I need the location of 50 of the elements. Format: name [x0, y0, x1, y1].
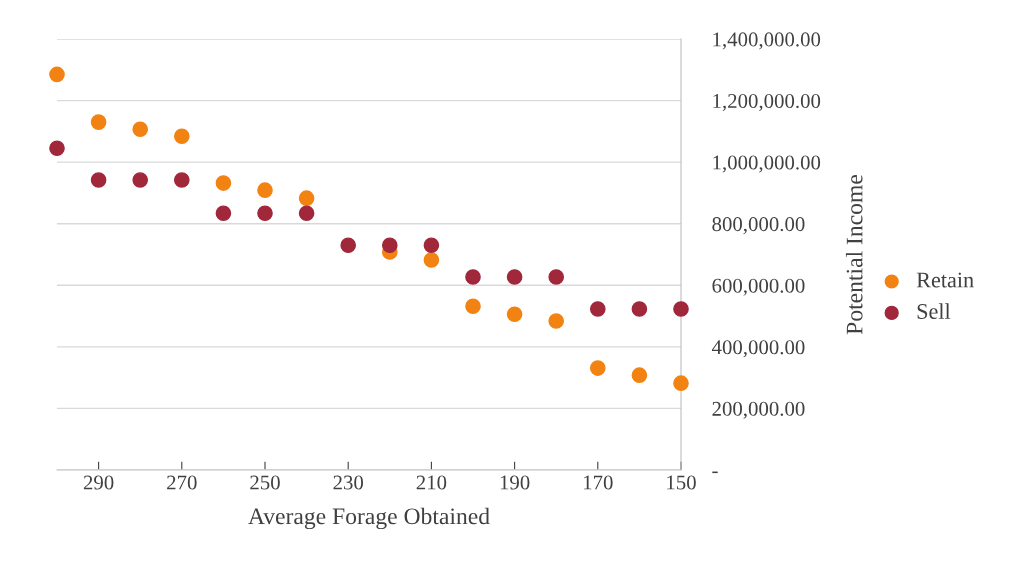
point — [90, 114, 107, 130]
x-tick-label: 190 — [500, 475, 530, 490]
point — [631, 367, 648, 383]
point — [173, 128, 190, 145]
point — [49, 140, 65, 157]
x-tick-label: 290 — [83, 475, 114, 490]
point — [673, 301, 689, 317]
point — [465, 269, 481, 285]
y-tick-label: - — [712, 471, 718, 474]
point — [215, 175, 232, 191]
y-tick-label: 600,000.00 — [712, 278, 805, 296]
point — [506, 306, 523, 323]
point — [506, 269, 523, 285]
legend-label: Retain — [916, 272, 974, 288]
point — [589, 301, 606, 317]
y-tick-label: 400,000.00 — [711, 340, 805, 358]
y-tick-label: 1,400,000.00 — [713, 32, 821, 50]
point — [257, 205, 273, 222]
point — [298, 205, 315, 222]
x-tick-label: 230 — [333, 475, 364, 490]
point — [465, 298, 481, 315]
x-axis-title: Average Forage Obtained — [248, 507, 490, 530]
point — [298, 190, 315, 206]
point — [631, 301, 648, 317]
point — [173, 172, 190, 188]
point — [215, 205, 232, 222]
point — [132, 121, 149, 138]
y-tick-label: 1,000,000.00 — [713, 155, 821, 173]
x-tick-label: 210 — [416, 475, 447, 490]
y-tick-label: 800,000.00 — [712, 217, 805, 235]
point — [423, 237, 440, 254]
point — [423, 252, 440, 268]
point — [548, 313, 565, 329]
point — [49, 66, 65, 83]
x-tick-label: 270 — [167, 475, 197, 490]
point — [589, 360, 606, 376]
point — [132, 172, 149, 188]
x-tick-label: 250 — [250, 475, 280, 490]
y-tick-label: 200,000.00 — [712, 401, 805, 419]
point — [673, 375, 689, 391]
point — [257, 182, 273, 198]
point — [340, 237, 357, 254]
x-tick-label: 150 — [667, 475, 696, 490]
y-tick-label: 1,200,000.00 — [713, 93, 821, 111]
x-tick-label: 170 — [584, 475, 613, 490]
point — [90, 172, 107, 188]
point — [548, 269, 565, 285]
legend-label: Sell — [917, 303, 951, 319]
y-axis-title: Potential Income — [845, 175, 863, 335]
point — [381, 237, 398, 254]
